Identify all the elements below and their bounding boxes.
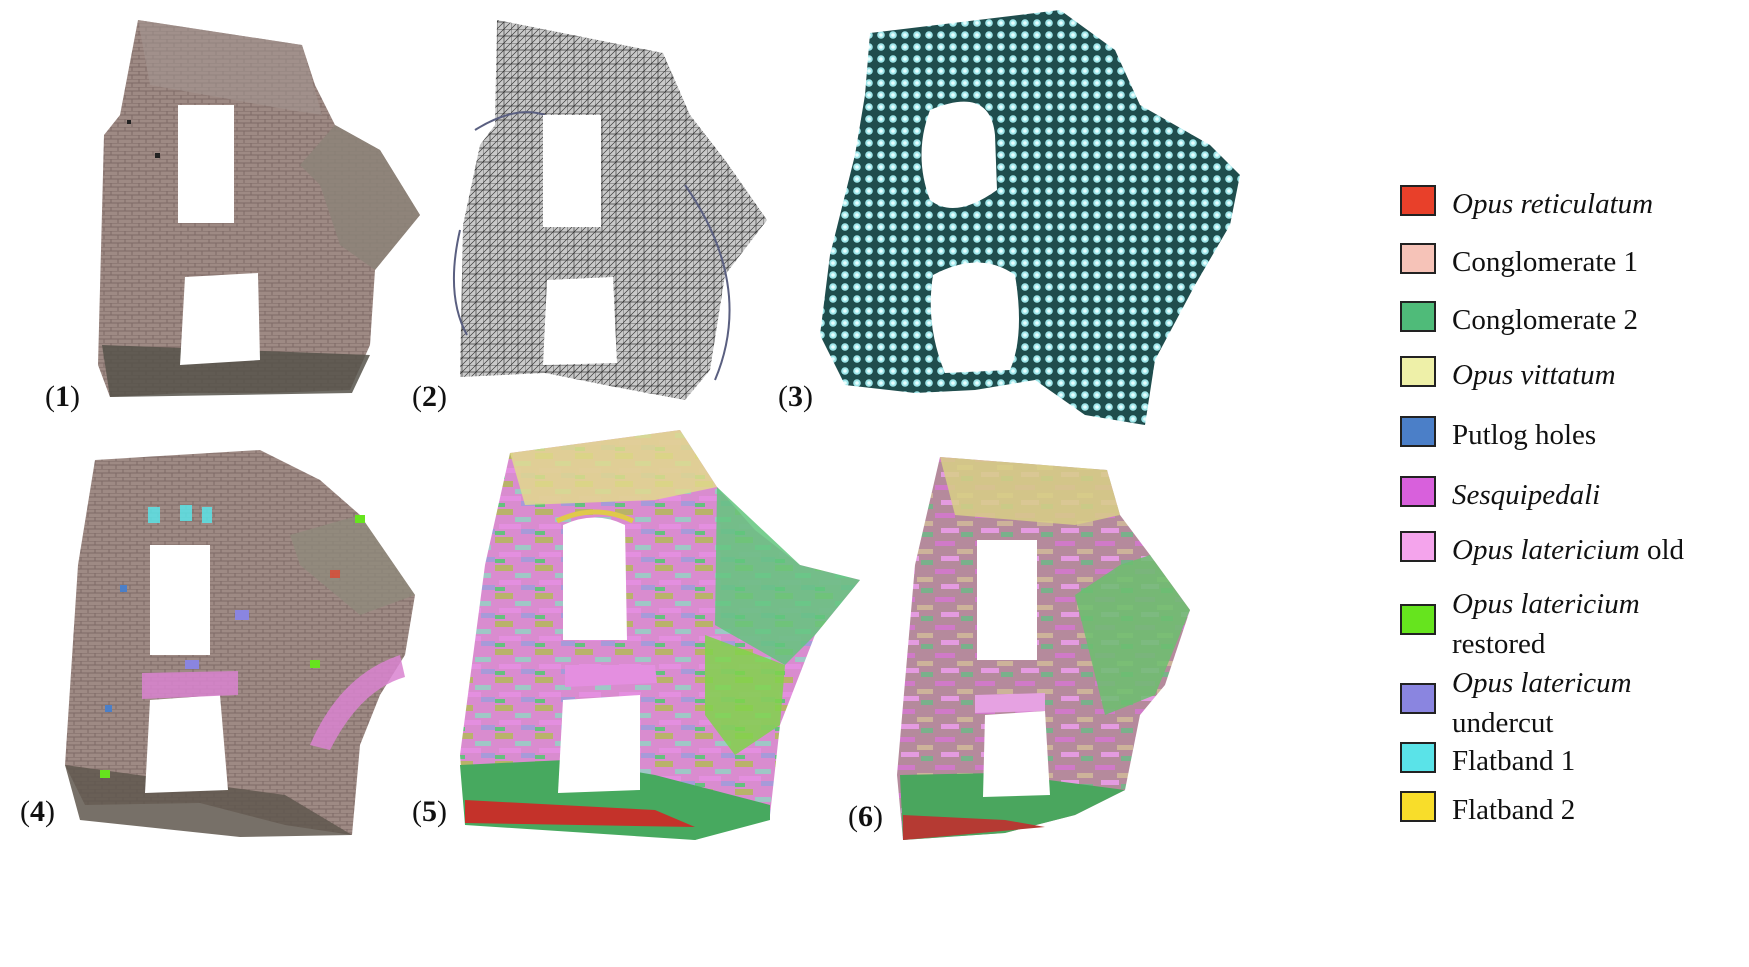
legend-item-opus-latericum-undercut: Opus latericum undercut	[1400, 663, 1632, 743]
legend-swatch	[1400, 531, 1436, 562]
legend-item-opus-reticulatum: Opus reticulatum	[1400, 185, 1653, 223]
panel-4-annotated-photo	[60, 445, 460, 845]
legend-label: Conglomerate 2	[1452, 304, 1639, 336]
panel-label-2: (2)	[412, 380, 447, 413]
legend-item-opus-latericium-old: Opus latericium old	[1400, 531, 1684, 569]
panel-1-photo-model	[90, 15, 440, 415]
panel-label-1: (1)	[45, 380, 80, 413]
panel-6-classification	[895, 455, 1225, 855]
legend-item-sesquipedali: Sesquipedali	[1400, 476, 1600, 514]
legend-label: Putlog holes	[1452, 419, 1597, 451]
legend-item-conglomerate-1: Conglomerate 1	[1400, 243, 1638, 281]
legend-swatch	[1400, 742, 1436, 773]
legend-label: Opus vittatum	[1452, 359, 1616, 391]
legend-item-opus-latericium-restored: Opus latericium restored	[1400, 584, 1640, 664]
legend-swatch	[1400, 243, 1436, 274]
legend-label: Opus latericum undercut	[1452, 667, 1632, 739]
panel-3-point-cloud	[815, 5, 1255, 435]
legend-item-flatband-1: Flatband 1	[1400, 742, 1575, 780]
legend-label: Sesquipedali	[1452, 479, 1601, 511]
legend-swatch	[1400, 683, 1436, 714]
legend-label: Opus latericium restored	[1452, 588, 1640, 660]
mesh-illustration	[452, 20, 767, 400]
legend-item-opus-vittatum: Opus vittatum	[1400, 356, 1616, 394]
panel-2-mesh	[452, 15, 785, 415]
point-cloud-illustration	[820, 10, 1240, 425]
legend-item-flatband-2: Flatband 2	[1400, 791, 1575, 829]
classification-illustration	[460, 430, 860, 840]
panel-5-classification	[455, 425, 875, 845]
legend-label: Conglomerate 1	[1452, 246, 1639, 278]
classification-2-illustration	[897, 457, 1190, 840]
panel-label-6: (6)	[848, 800, 883, 833]
legend-label: Opus latericium old	[1452, 534, 1684, 566]
legend-swatch	[1400, 356, 1436, 387]
panel-label-3: (3)	[778, 380, 813, 413]
legend-swatch	[1400, 416, 1436, 447]
panel-label-5: (5)	[412, 795, 447, 828]
legend-swatch	[1400, 604, 1436, 635]
panel-label-4: (4)	[20, 795, 55, 828]
legend-swatch	[1400, 185, 1436, 216]
legend-swatch	[1400, 476, 1436, 507]
legend-item-conglomerate-2: Conglomerate 2	[1400, 301, 1638, 339]
annotated-photo-illustration	[65, 450, 415, 837]
legend-label: Flatband 2	[1452, 794, 1576, 826]
legend-swatch	[1400, 301, 1436, 332]
wall-photo-illustration	[98, 20, 420, 397]
legend-label: Opus reticulatum	[1452, 188, 1654, 220]
legend-label: Flatband 1	[1452, 745, 1576, 777]
legend-item-putlog-holes: Putlog holes	[1400, 416, 1596, 454]
legend-swatch	[1400, 791, 1436, 822]
